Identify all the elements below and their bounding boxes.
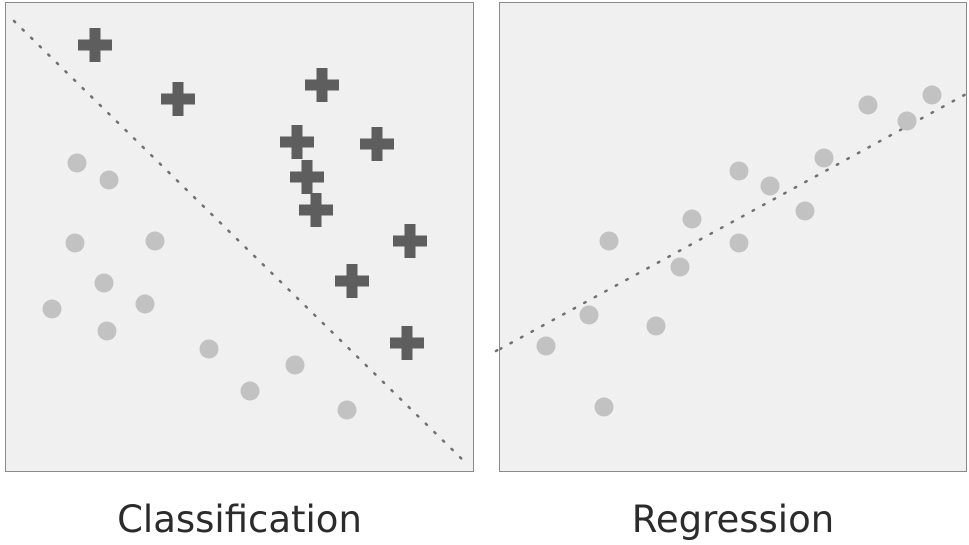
- circle-point: [94, 273, 114, 293]
- cross-class-points: [78, 28, 427, 360]
- data-point: [814, 148, 834, 168]
- circle-point: [145, 231, 165, 251]
- circle-point: [135, 294, 155, 314]
- classification-panel: [5, 2, 474, 472]
- circle-point: [65, 233, 85, 253]
- cross-point: [305, 68, 339, 102]
- circle-point: [99, 170, 119, 190]
- regression-caption: Regression: [631, 498, 835, 541]
- circle-point: [337, 400, 357, 420]
- regression-panel: [499, 2, 967, 472]
- circle-point: [285, 355, 305, 375]
- data-point: [858, 95, 878, 115]
- cross-point: [299, 193, 333, 227]
- data-point: [682, 209, 702, 229]
- cross-point: [280, 125, 314, 159]
- classification-plot: [12, 19, 470, 467]
- data-point: [897, 111, 917, 131]
- regression-plot: [500, 85, 966, 417]
- data-point: [594, 397, 614, 417]
- data-point: [760, 176, 780, 196]
- regression-fit-line: [500, 92, 966, 351]
- data-points: [536, 85, 942, 417]
- cross-point: [390, 326, 424, 360]
- cross-point: [161, 82, 195, 116]
- circle-point: [67, 153, 87, 173]
- circle-point: [240, 381, 260, 401]
- decision-boundary-line: [12, 19, 470, 467]
- cross-point: [393, 224, 427, 258]
- circle-class-points: [42, 153, 357, 420]
- data-point: [922, 85, 942, 105]
- data-point: [729, 233, 749, 253]
- cross-point: [290, 160, 324, 194]
- circle-point: [199, 339, 219, 359]
- data-point: [536, 336, 556, 356]
- cross-point: [78, 28, 112, 62]
- data-point: [599, 231, 619, 251]
- data-point: [729, 161, 749, 181]
- cross-point: [335, 264, 369, 298]
- data-point: [670, 257, 690, 277]
- cross-point: [360, 127, 394, 161]
- circle-point: [42, 299, 62, 319]
- circle-point: [97, 321, 117, 341]
- data-point: [646, 316, 666, 336]
- data-point: [795, 201, 815, 221]
- data-point: [579, 305, 599, 325]
- classification-caption: Classification: [117, 498, 362, 541]
